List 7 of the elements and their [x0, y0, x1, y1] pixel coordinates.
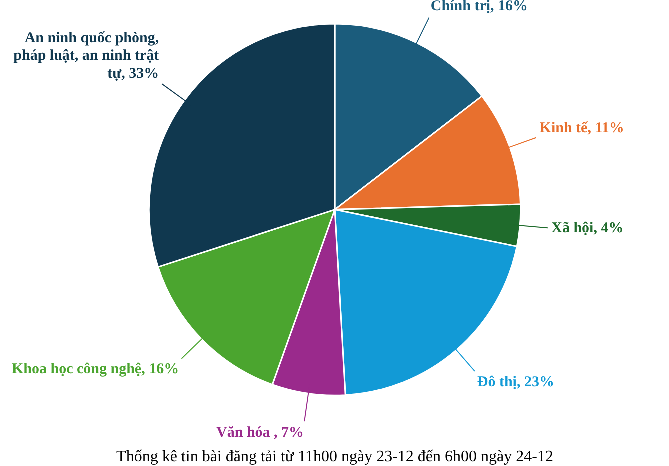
slice-label: An ninh quốc phòng, pháp luật, an ninh trật tự, 33% [14, 30, 160, 82]
slice-label: Kinh tế, 11% [540, 120, 624, 137]
text: Thống kê tin bài đăng tải từ 11h00 ngày 23-12 đến 6h00 ngày 24-12 [116, 448, 554, 466]
slice-label: Xã hội, 4% [552, 220, 624, 236]
slice-label: Đô thị, 23% [477, 374, 554, 390]
slice-label: Văn hóa , 7% [216, 425, 304, 442]
slice-label: Khoa học công nghệ, 16% [12, 361, 180, 378]
